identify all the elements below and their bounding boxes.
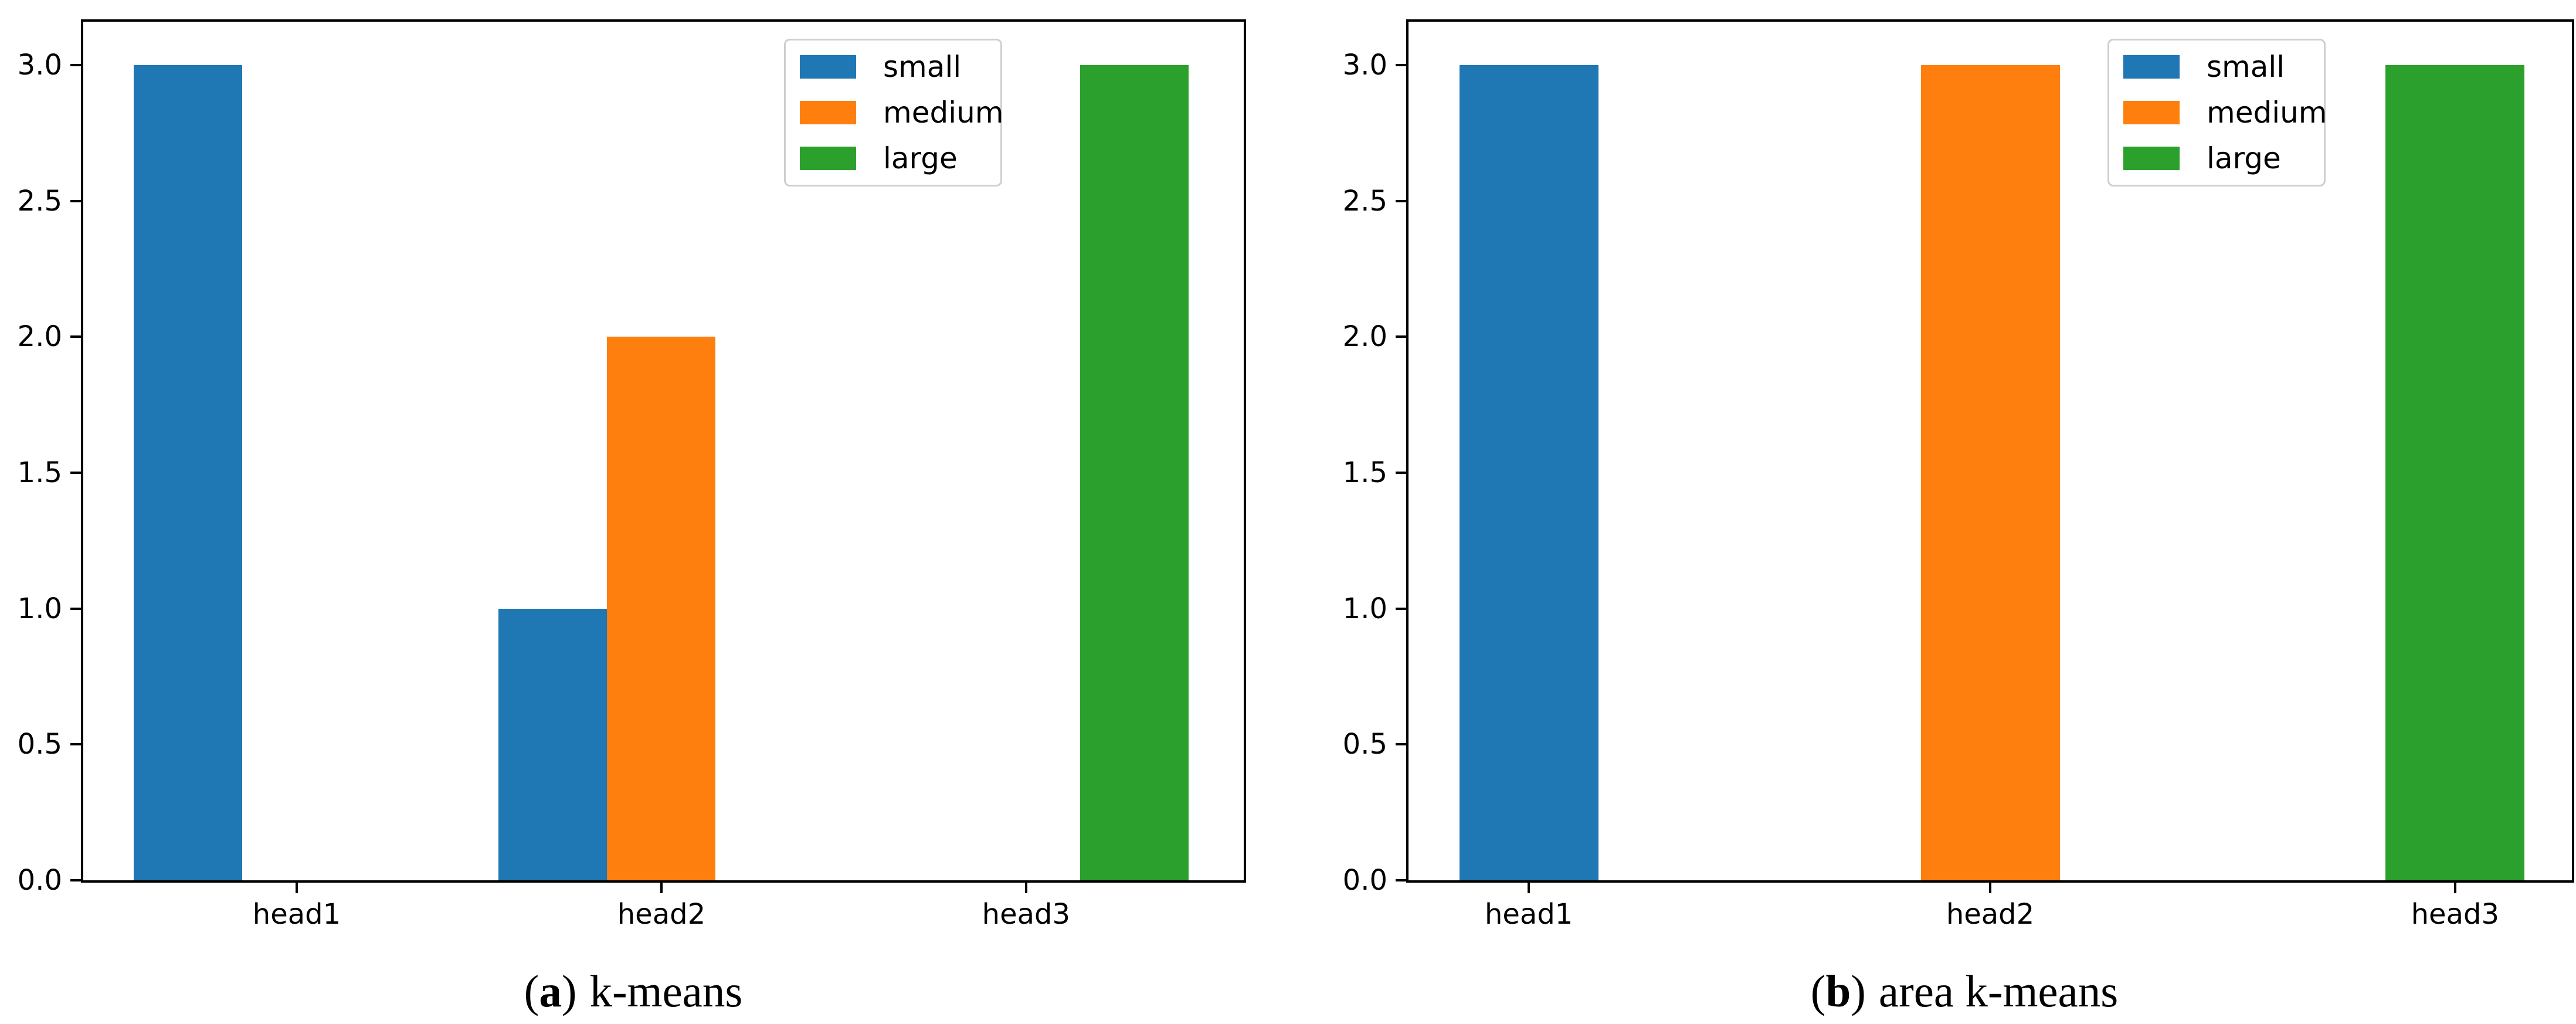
x-tick-mark-a-head3 [1024, 883, 1027, 893]
y-axis-tick-label-b-1.0: 1.0 [1342, 592, 1387, 625]
x-axis-tick-label-a-head3: head3 [982, 898, 1071, 931]
x-tick-mark-b-head1 [1528, 883, 1530, 893]
caption-b: (b) area k-means [1353, 967, 2576, 1016]
caption-b-label: b [1825, 966, 1851, 1016]
legend-row-large: large [2123, 135, 2324, 181]
caption-a-paren-close: ) [561, 966, 577, 1016]
y-tick-mark-a-1.5 [70, 472, 81, 474]
legend-label-small: small [883, 50, 962, 84]
legend-label-large: large [883, 141, 958, 175]
y-tick-mark-a-0.0 [70, 879, 81, 881]
y-axis-tick-label-b-2.0: 2.0 [1342, 320, 1387, 354]
x-tick-mark-a-head1 [295, 883, 298, 893]
x-axis-tick-label-b-head1: head1 [1484, 898, 1573, 931]
legend-swatch-large [800, 147, 856, 170]
legend-row-small: small [2123, 44, 2324, 90]
legend-label-medium: medium [883, 96, 1004, 130]
y-tick-mark-b-2.5 [1396, 199, 1406, 202]
bar-large-head3 [2385, 65, 2525, 880]
bar-medium-head2 [1920, 65, 2060, 880]
x-axis-tick-label-b-head3: head3 [2411, 898, 2499, 931]
caption-a-label: a [539, 966, 562, 1016]
caption-a: (a) k-means [0, 967, 1267, 1016]
x-tick-mark-b-head3 [2453, 883, 2456, 893]
y-axis-tick-label-b-2.5: 2.5 [1342, 184, 1387, 218]
y-axis-tick-label-a-2.5: 2.5 [17, 184, 62, 218]
legend-swatch-large [2123, 147, 2180, 170]
legend-label-large: large [2207, 141, 2281, 175]
plot-area-area-k-means: small medium large [1406, 19, 2574, 883]
y-tick-mark-a-2.5 [70, 199, 81, 202]
bar-small-head1 [1459, 65, 1598, 880]
y-tick-mark-b-0.0 [1396, 879, 1406, 881]
legend-swatch-small [2123, 55, 2180, 79]
y-tick-mark-a-3.0 [70, 64, 81, 67]
x-axis-tick-label-b-head2: head2 [1946, 898, 2035, 931]
x-tick-mark-b-head2 [1989, 883, 1991, 893]
legend-a: small medium large [784, 39, 1004, 187]
caption-b-paren-open: ( [1810, 966, 1826, 1016]
y-tick-mark-b-0.5 [1396, 743, 1406, 746]
y-axis-tick-label-a-0.0: 0.0 [17, 864, 62, 897]
legend-swatch-small [800, 55, 856, 79]
legend-row-medium: medium [800, 90, 1004, 135]
y-tick-mark-b-1.0 [1396, 607, 1406, 610]
y-axis-tick-label-a-1.0: 1.0 [17, 592, 62, 625]
bar-large-head3 [1080, 65, 1189, 880]
y-tick-mark-b-1.5 [1396, 472, 1406, 474]
y-axis-tick-label-a-1.5: 1.5 [17, 456, 62, 490]
x-axis-tick-label-a-head2: head2 [617, 898, 706, 931]
caption-a-paren-open: ( [524, 966, 539, 1016]
y-tick-mark-a-1.0 [70, 607, 81, 610]
bar-small-head1 [134, 65, 243, 880]
y-axis-tick-label-a-2.0: 2.0 [17, 320, 62, 354]
x-tick-mark-a-head2 [660, 883, 663, 893]
y-axis-tick-label-a-0.5: 0.5 [17, 728, 62, 761]
legend-b: small medium large [2107, 39, 2327, 187]
legend-label-medium: medium [2207, 96, 2327, 130]
y-axis-tick-label-b-3.0: 3.0 [1342, 49, 1387, 82]
y-axis-tick-label-a-3.0: 3.0 [17, 49, 62, 82]
plot-area-k-means: small medium large [81, 19, 1246, 883]
y-axis-tick-label-b-0.0: 0.0 [1342, 864, 1387, 897]
bar-medium-head2 [607, 337, 716, 880]
y-tick-mark-b-2.0 [1396, 335, 1406, 338]
caption-a-text: k-means [589, 966, 743, 1016]
bar-small-head2 [498, 608, 607, 880]
y-axis-tick-label-b-1.5: 1.5 [1342, 456, 1387, 490]
legend-swatch-medium [2123, 101, 2180, 124]
y-tick-mark-b-3.0 [1396, 64, 1406, 67]
y-tick-mark-a-2.0 [70, 335, 81, 338]
y-axis-tick-label-b-0.5: 0.5 [1342, 728, 1387, 761]
caption-b-text: area k-means [1878, 966, 2119, 1016]
x-axis-tick-label-a-head1: head1 [252, 898, 341, 931]
legend-row-small: small [800, 44, 1000, 90]
y-tick-mark-a-0.5 [70, 743, 81, 746]
caption-b-paren-close: ) [1851, 966, 1866, 1016]
legend-row-medium: medium [2123, 90, 2327, 135]
legend-swatch-medium [800, 101, 856, 124]
legend-label-small: small [2207, 50, 2285, 84]
legend-row-large: large [800, 135, 1000, 181]
